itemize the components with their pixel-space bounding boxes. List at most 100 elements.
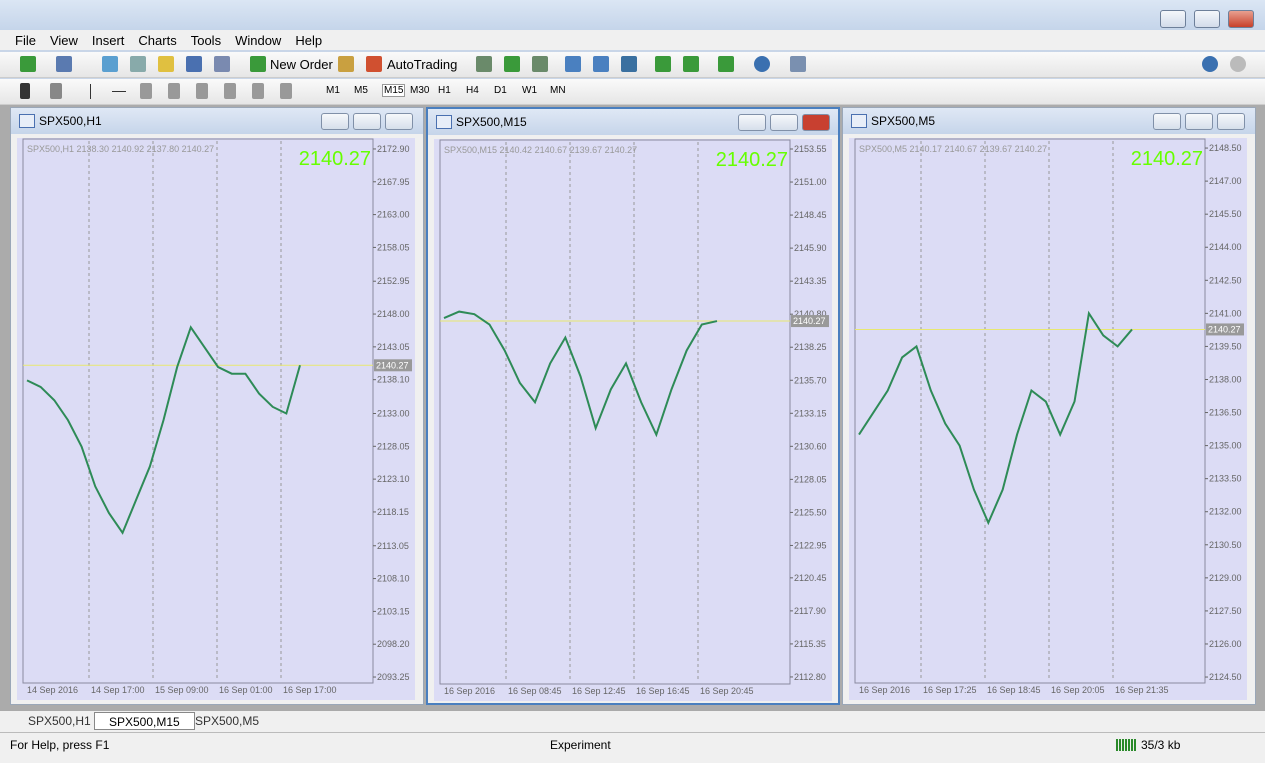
connection-icon [1116, 739, 1136, 751]
label-tool[interactable] [252, 83, 264, 99]
ohlc-info: SPX500,M15 2140.42 2140.67 2139.67 2140.… [444, 145, 637, 155]
caption-bar [0, 0, 1265, 30]
x-tick-label: 14 Sep 2016 [27, 685, 78, 695]
y-tick-label: 2126.00 [1209, 639, 1242, 649]
menu-item[interactable]: File [15, 33, 36, 48]
window-title-bar: SPX500,H1 [11, 108, 423, 134]
menu-item[interactable]: Charts [138, 33, 177, 48]
autotrading-button[interactable]: AutoTrading [387, 57, 458, 72]
timeframe-button[interactable]: M1 [326, 85, 340, 96]
y-tick-label: 2136.50 [1209, 408, 1242, 418]
timeframe-button[interactable]: M15 [382, 84, 406, 97]
timeframe-button[interactable]: H1 [438, 85, 451, 96]
timeframe-button[interactable]: W1 [522, 85, 537, 96]
chart: 2148.50 2147.00 2145.50 2144.00 2142.50 2141.… [849, 138, 1247, 700]
window-title: SPX500,M15 [456, 115, 527, 129]
y-tick-label: 2152.95 [377, 276, 410, 286]
channel-tool[interactable] [168, 83, 180, 99]
autoscroll-icon[interactable] [655, 56, 671, 72]
timeframe-button[interactable]: MN [550, 85, 566, 96]
chart-window: SPX500,M15 2153.55 2151.00 2148.45 2145.90 21… [426, 107, 840, 705]
status-bar: For Help, press F1 Experiment 35/3 kb [0, 732, 1265, 763]
price-line [26, 325, 301, 535]
price-tag [791, 315, 829, 328]
menu-item[interactable]: Window [235, 33, 282, 48]
timeframe-button[interactable]: D1 [494, 85, 507, 96]
chart-tab[interactable]: SPX500,M5 [195, 714, 260, 728]
y-tick-label: 2148.50 [1209, 143, 1242, 153]
restore-button[interactable] [353, 113, 381, 130]
y-tick-label: 2093.25 [377, 672, 410, 682]
editor-icon[interactable] [338, 56, 354, 72]
menu-item[interactable]: Help [295, 33, 323, 48]
close-button[interactable] [385, 113, 413, 130]
timeframe-button[interactable]: M5 [354, 85, 368, 96]
restore-button[interactable] [1185, 113, 1213, 130]
x-tick-label: 16 Sep 18:45 [987, 685, 1041, 695]
y-tick-label: 2117.90 [794, 606, 826, 616]
minimize-button[interactable] [738, 114, 766, 131]
price-tag [1206, 323, 1244, 336]
price-tag-label: 2140.27 [1208, 324, 1241, 334]
window-title-bar: SPX500,M15 [428, 109, 838, 135]
chart-window: SPX500,M5 2148.50 2147.00 2145.50 2144.00 214… [842, 107, 1256, 705]
line-chart-icon[interactable] [532, 56, 548, 72]
y-tick-label: 2133.00 [377, 408, 410, 418]
terminal-icon[interactable] [186, 56, 202, 72]
periods-icon[interactable] [754, 56, 770, 72]
search-icon[interactable] [1202, 56, 1218, 72]
y-tick-label: 2141.00 [1209, 308, 1242, 318]
menu-item[interactable]: Tools [190, 33, 222, 48]
menu-item[interactable]: Insert [91, 33, 125, 48]
chat-icon[interactable] [1230, 56, 1246, 72]
shift-icon[interactable] [683, 56, 699, 72]
text-tool[interactable] [224, 83, 236, 99]
timeframe-button[interactable]: M30 [410, 85, 430, 96]
chart-window: SPX500,H1 2172.90 2167.95 2163.00 2158.05 215… [10, 107, 424, 705]
bar-chart-icon[interactable] [476, 56, 492, 72]
minimize-button[interactable] [1153, 113, 1181, 130]
traffic-text: 35/3 kb [1141, 738, 1181, 752]
data-window-icon[interactable] [130, 56, 146, 72]
fibo-tool[interactable] [196, 83, 208, 99]
close-button[interactable] [802, 114, 830, 131]
candle-icon[interactable] [504, 56, 520, 72]
profiles-icon[interactable] [56, 56, 72, 72]
tile-icon[interactable] [621, 56, 637, 72]
trendline-tool[interactable] [140, 83, 152, 99]
minimize-button[interactable] [321, 113, 349, 130]
minimize-button[interactable] [1160, 10, 1186, 28]
tester-icon[interactable] [214, 56, 230, 72]
market-watch-icon[interactable] [102, 56, 118, 72]
close-button[interactable] [1228, 10, 1254, 28]
restore-button[interactable] [770, 114, 798, 131]
close-button[interactable] [1217, 113, 1245, 130]
zoom-in-icon[interactable] [565, 56, 581, 72]
timeframe-button[interactable]: H4 [466, 85, 479, 96]
arrows-tool[interactable] [280, 83, 292, 99]
y-tick-label: 2098.20 [377, 639, 410, 649]
indicators-icon[interactable] [718, 56, 734, 72]
vertical-line-tool[interactable] [90, 84, 91, 99]
new-chart-icon[interactable] [20, 56, 36, 72]
chart-tab[interactable]: SPX500,M15 [94, 712, 195, 730]
ohlc-info: SPX500,H1 2138.30 2140.92 2137.80 2140.2… [27, 144, 214, 154]
new-order-icon[interactable] [250, 56, 266, 72]
y-tick-label: 2132.00 [1209, 507, 1242, 517]
new-order-button[interactable]: New Order [270, 57, 333, 72]
cursor-tool[interactable] [20, 83, 30, 99]
menu-item[interactable]: View [49, 33, 78, 48]
y-tick-label: 2124.50 [1209, 672, 1242, 682]
templates-icon[interactable] [790, 56, 806, 72]
navigator-icon[interactable] [158, 56, 174, 72]
chart-tab[interactable]: SPX500,H1 [28, 714, 91, 728]
zoom-out-icon[interactable] [593, 56, 609, 72]
y-tick-label: 2172.90 [377, 144, 410, 154]
autotrading-icon[interactable] [366, 56, 382, 72]
crosshair-tool[interactable] [50, 83, 62, 99]
y-tick-label: 2138.25 [794, 342, 827, 352]
maximize-button[interactable] [1194, 10, 1220, 28]
horizontal-line-tool[interactable] [112, 91, 126, 92]
plot-frame [439, 139, 791, 685]
